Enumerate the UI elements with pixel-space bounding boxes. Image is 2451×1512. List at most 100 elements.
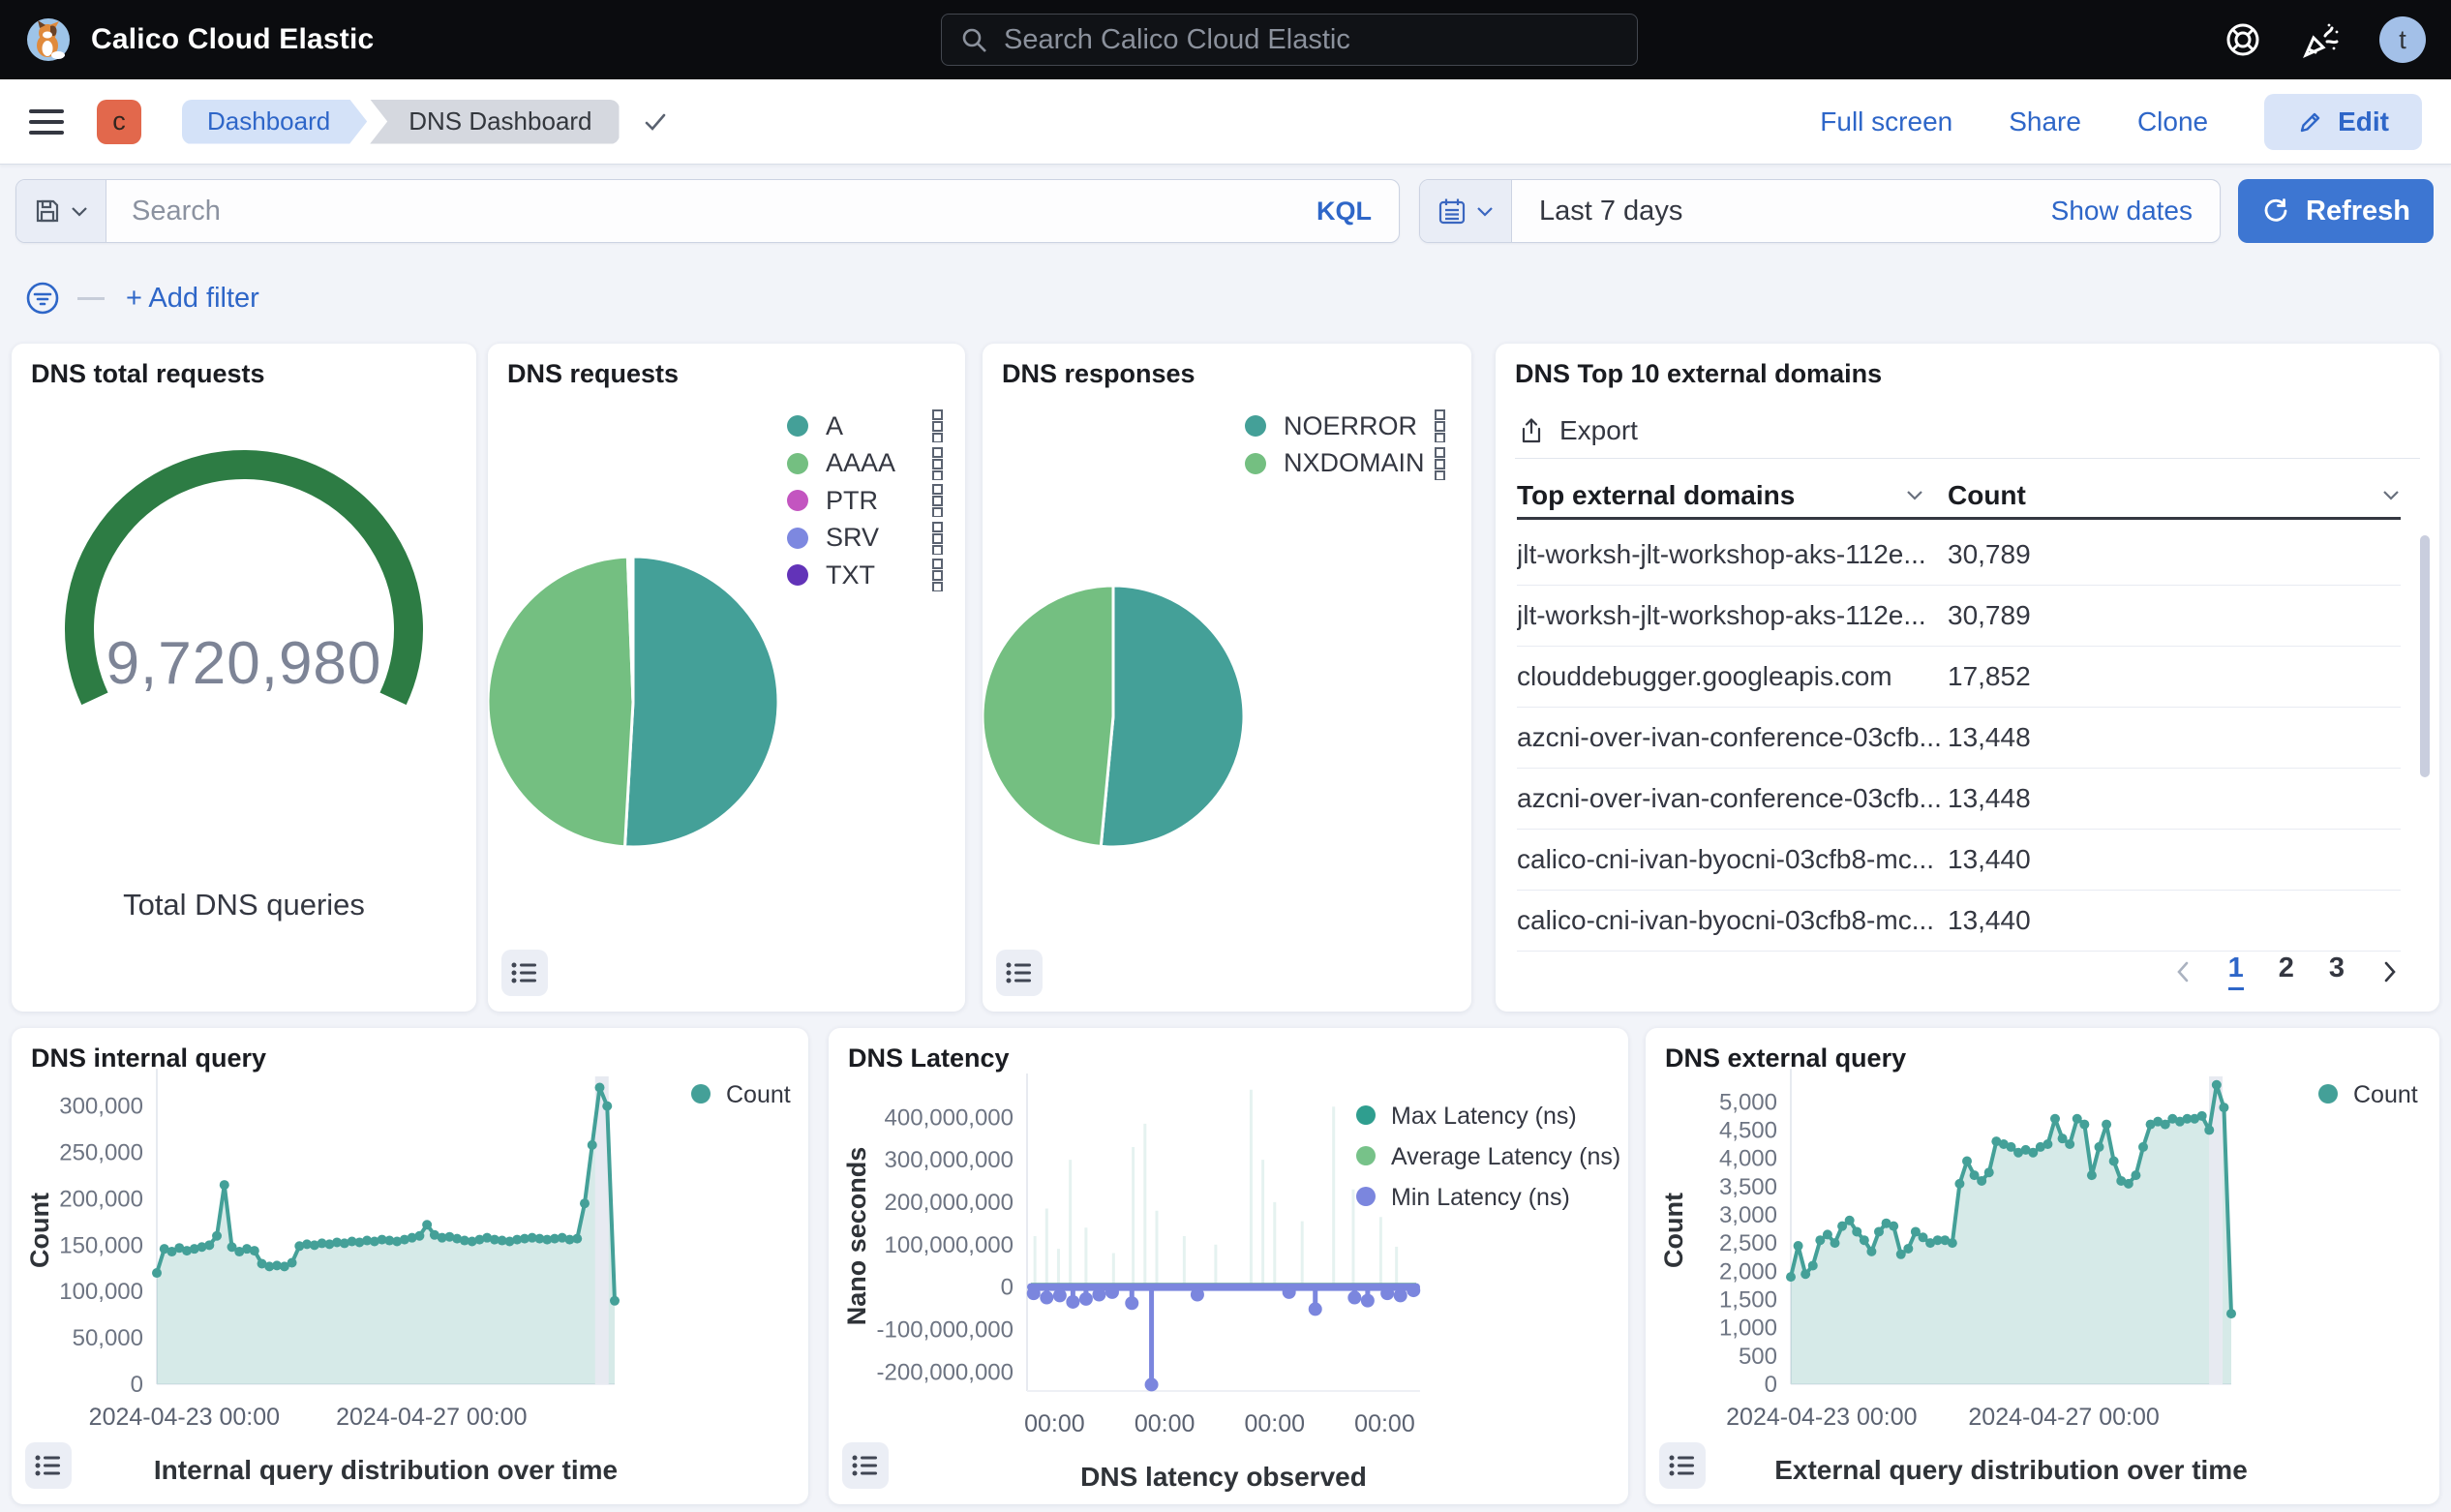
- app-title: Calico Cloud Elastic: [91, 23, 375, 55]
- legend-actions-icon[interactable]: [1434, 409, 1446, 443]
- legend-actions-icon[interactable]: [931, 559, 944, 592]
- page-button-3[interactable]: 3: [2328, 953, 2345, 983]
- legend-label: NXDOMAIN: [1284, 448, 1425, 478]
- pie-slice-AAAA[interactable]: [488, 555, 635, 849]
- y-tick-label: 500: [1739, 1344, 1777, 1370]
- global-search-input[interactable]: [1002, 22, 1619, 57]
- legend-actions-icon[interactable]: [931, 409, 944, 443]
- search-input[interactable]: [106, 195, 1289, 227]
- chevron-left-icon[interactable]: [2172, 957, 2194, 986]
- y-tick-label: 150,000: [59, 1232, 143, 1258]
- legend-toggle-button[interactable]: [996, 950, 1043, 996]
- legend-actions-icon[interactable]: [1434, 446, 1446, 480]
- legend-item-PTR[interactable]: PTR: [787, 482, 944, 520]
- page-button-2[interactable]: 2: [2278, 953, 2294, 983]
- date-quick-menu-button[interactable]: [1420, 180, 1512, 242]
- legend-toggle-icon: [511, 962, 536, 983]
- legend-item-NOERROR[interactable]: NOERROR: [1245, 408, 1446, 445]
- legend-item-NXDOMAIN[interactable]: NXDOMAIN: [1245, 445, 1446, 483]
- panel-title: DNS Latency: [848, 1043, 1010, 1073]
- breadcrumb-dashboard[interactable]: Dashboard: [182, 100, 367, 144]
- export-button[interactable]: Export: [1517, 415, 1638, 446]
- legend-label: A: [826, 410, 844, 440]
- time-range-value[interactable]: Last 7 days: [1539, 195, 1683, 227]
- cell-count: 13,440: [1948, 905, 2031, 935]
- legend-item-AAAA[interactable]: AAAA: [787, 445, 944, 483]
- sort-chevron-icon: [1907, 491, 1922, 500]
- check-icon[interactable]: [641, 107, 670, 136]
- filter-controls: + Add filter: [23, 279, 259, 318]
- legend-toggle-button[interactable]: [501, 950, 548, 996]
- help-icon[interactable]: [2223, 19, 2263, 60]
- column-header-domains[interactable]: Top external domains: [1517, 480, 1948, 511]
- y-tick-label: 3,500: [1719, 1174, 1777, 1200]
- pie-slice-A[interactable]: [623, 555, 780, 849]
- celebration-icon[interactable]: [2300, 18, 2343, 61]
- y-tick-label: 0: [131, 1372, 143, 1398]
- breadcrumb-dns-dashboard[interactable]: DNS Dashboard: [370, 99, 620, 144]
- chevron-down-icon: [72, 207, 87, 217]
- app-logo-icon[interactable]: [25, 16, 72, 63]
- legend-item-A[interactable]: A: [787, 408, 944, 445]
- legend-toggle-button[interactable]: [1659, 1442, 1706, 1489]
- y-tick-label: 300,000,000: [885, 1147, 1014, 1173]
- table-row: jlt-worksh-jlt-workshop-aks-112e... 30,78…: [1517, 586, 2401, 647]
- pie-slice-NXDOMAIN[interactable]: [983, 584, 1115, 848]
- panel-title: DNS external query: [1665, 1043, 1907, 1073]
- domains-table-body: jlt-worksh-jlt-workshop-aks-112e... 30,78…: [1517, 525, 2401, 952]
- legend-toggle-button[interactable]: [842, 1442, 889, 1489]
- kql-search-box: KQL: [15, 179, 1400, 243]
- add-filter-button[interactable]: + Add filter: [126, 282, 259, 314]
- space-avatar[interactable]: c: [97, 99, 141, 144]
- page-button-1[interactable]: 1: [2227, 953, 2244, 990]
- legend-actions-icon[interactable]: [931, 521, 944, 555]
- pagination-pages: 1 2 3: [2227, 953, 2345, 990]
- scrollbar[interactable]: [2420, 535, 2430, 777]
- saved-query-menu-button[interactable]: [16, 180, 106, 242]
- show-dates-button[interactable]: Show dates: [2050, 196, 2193, 226]
- chart-legend: NOERROR NXDOMAIN: [1245, 408, 1446, 482]
- x-tick-label: 2024-04-27 00:00: [336, 1404, 527, 1431]
- edit-button[interactable]: Edit: [2264, 93, 2422, 150]
- legend-toggle-icon: [35, 1455, 60, 1476]
- legend-toggle-button[interactable]: [25, 1442, 72, 1489]
- area-chart-internal-query: 300,000 250,000 200,000 150,000 100,000 50,00…: [12, 1028, 808, 1504]
- kql-toggle[interactable]: KQL: [1316, 196, 1372, 226]
- x-tick-label: 2024-04-23 00:00: [89, 1404, 280, 1431]
- legend-dot: [1245, 452, 1266, 474]
- y-tick-label: 2,000: [1719, 1258, 1777, 1285]
- y-axis-title: Count: [25, 1193, 54, 1268]
- user-avatar[interactable]: t: [2379, 16, 2426, 63]
- legend-actions-icon[interactable]: [931, 446, 944, 480]
- global-search[interactable]: [941, 14, 1638, 66]
- clone-button[interactable]: Clone: [2136, 106, 2209, 136]
- refresh-button[interactable]: Refresh: [2238, 179, 2434, 243]
- legend-label: SRV: [826, 523, 880, 553]
- cell-domain: clouddebugger.googleapis.com: [1517, 661, 1892, 691]
- legend-actions-icon[interactable]: [931, 484, 944, 518]
- filter-icon[interactable]: [23, 279, 62, 318]
- legend-item-TXT[interactable]: TXT: [787, 557, 944, 594]
- pie-slice-TXT[interactable]: [629, 555, 635, 704]
- cell-domain: azcni-over-ivan-conference-03cfb...: [1517, 722, 1942, 752]
- column-header-count[interactable]: Count: [1948, 480, 2401, 511]
- pie-chart-dns-requests: [488, 344, 965, 1012]
- legend-dot: [691, 1084, 711, 1104]
- chevron-right-icon[interactable]: [2379, 957, 2401, 986]
- query-bar: KQL Last 7 days Show dates Refresh: [15, 179, 2436, 243]
- full-screen-button[interactable]: Full screen: [1820, 106, 1953, 136]
- legend-item-SRV[interactable]: SRV: [787, 520, 944, 558]
- legend-dot: [2318, 1084, 2338, 1104]
- panel-dns-responses: DNS responses NOERROR NXDOMAIN: [983, 344, 1471, 1012]
- pie-slice-NOERROR[interactable]: [1099, 584, 1246, 849]
- table-row: jlt-worksh-jlt-workshop-aks-112e... 30,78…: [1517, 525, 2401, 586]
- y-tick-label: 200,000: [59, 1186, 143, 1212]
- x-axis-title: DNS latency observed: [1080, 1462, 1367, 1492]
- legend-toggle-icon: [1006, 962, 1031, 983]
- panel-dns-latency: DNS Latency 400,000,000 300,000,000 200,00…: [829, 1028, 1628, 1504]
- table-row: azcni-over-ivan-conference-03cfb... 13,44…: [1517, 708, 2401, 769]
- menu-icon[interactable]: [29, 108, 64, 135]
- pencil-icon: [2300, 112, 2320, 132]
- share-button[interactable]: Share: [2009, 106, 2081, 136]
- y-tick-label: 1,000: [1719, 1315, 1777, 1342]
